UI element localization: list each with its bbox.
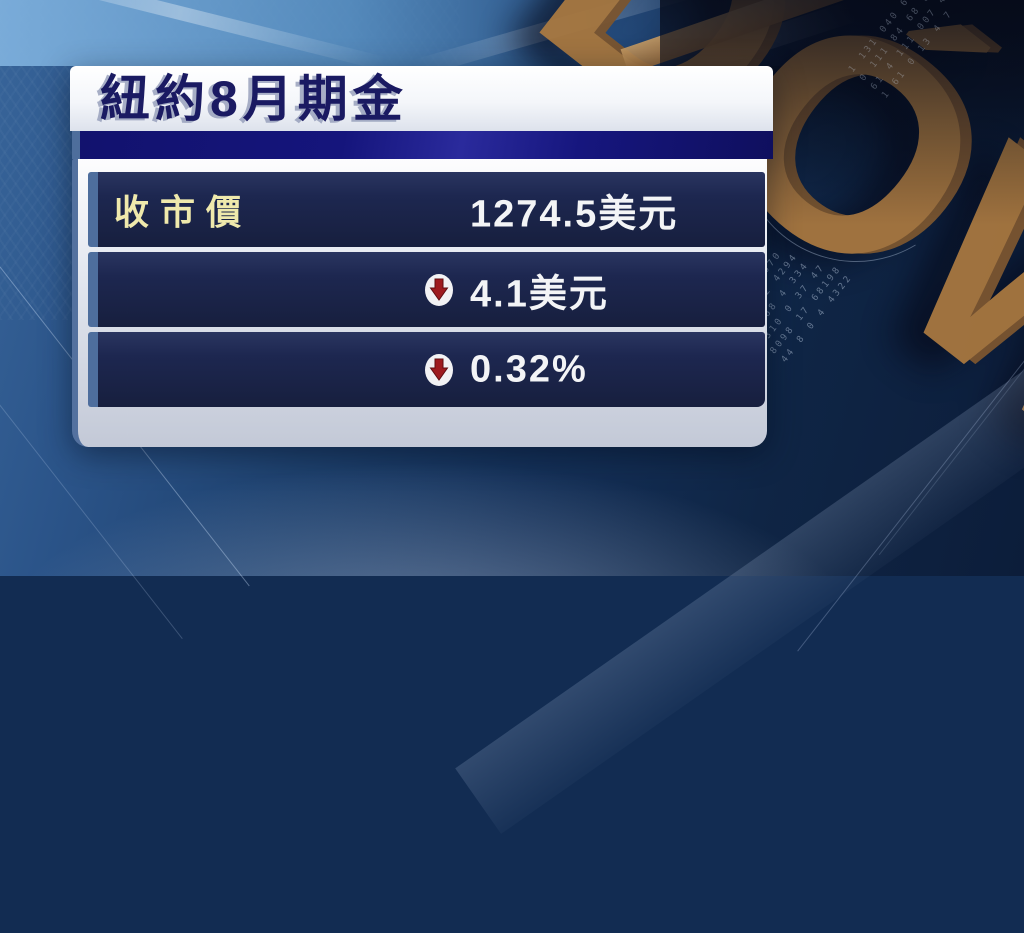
change-amount-value: 4.1美元 (470, 273, 609, 315)
quote-row-change-percent: 0.32% (88, 332, 765, 407)
panel-title: 紐約8月期金 (100, 71, 408, 127)
close-price-value: 1274.5美元 (470, 193, 679, 235)
close-price-label: 收市價 (114, 193, 253, 232)
quote-row-change-amount: 4.1美元 (88, 252, 765, 327)
quote-rows: 收市價 1274.5美元 4.1美元 0.32% (88, 172, 765, 412)
gold-futures-panel: 紐約8月期金 收市價 1274.5美元 4.1美元 0.32% (70, 66, 773, 447)
change-percent-value: 0.32% (470, 348, 588, 390)
panel-body: 收市價 1274.5美元 4.1美元 0.32% (72, 159, 767, 447)
title-underline-band (80, 131, 773, 159)
down-arrow-icon (425, 353, 453, 386)
panel-title-bar: 紐約8月期金 (70, 66, 773, 131)
quote-row-close-price: 收市價 1274.5美元 (88, 172, 765, 247)
band-left-notch (72, 131, 80, 159)
down-arrow-icon (425, 273, 453, 306)
